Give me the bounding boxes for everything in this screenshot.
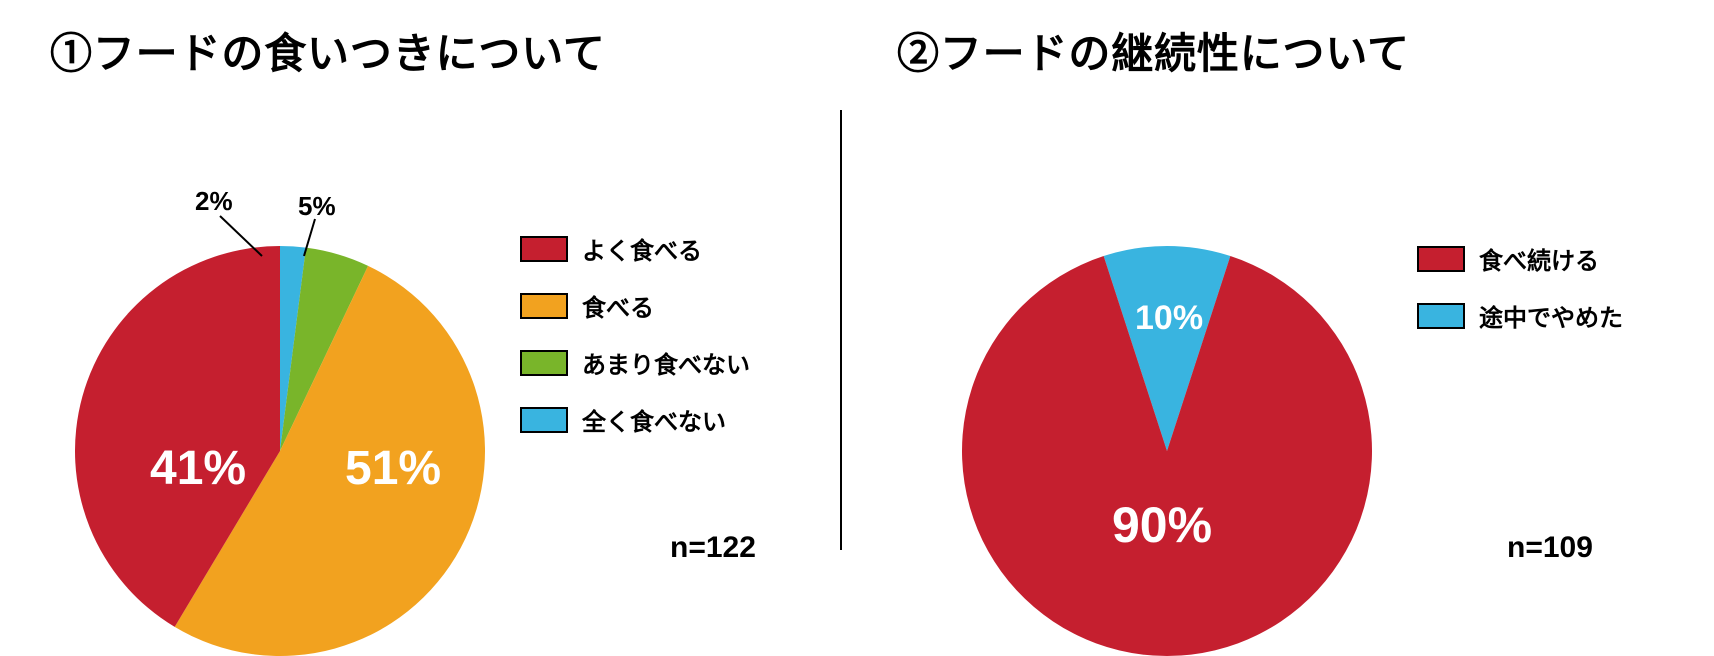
chart-1-inside-label-1: 41% bbox=[150, 441, 246, 496]
panel-divider bbox=[840, 110, 842, 550]
chart-1-legend-row-1: 食べる bbox=[520, 288, 750, 323]
chart-1-inside-label-0: 51% bbox=[345, 441, 441, 496]
panel-chart-1: ①フードの食いつきについて 51% 41% 2% 5% よく食べる食べるあまり食べない全… bbox=[0, 0, 867, 608]
chart-2-legend-row-0: 食べ続ける bbox=[1417, 241, 1623, 276]
chart-1-legend-label-2: あまり食べない bbox=[582, 345, 750, 380]
chart-1-legend-label-3: 全く食べない bbox=[582, 402, 726, 437]
chart-1-legend-row-3: 全く食べない bbox=[520, 402, 750, 437]
chart-1-callout-label-1: 5% bbox=[298, 191, 336, 222]
chart-2-title: ②フードの継続性について bbox=[897, 20, 1714, 81]
chart-1-area: 51% 41% 2% 5% よく食べる食べるあまり食べない全く食べない n=122 bbox=[50, 81, 867, 601]
chart-2-n-label: n=109 bbox=[1507, 531, 1593, 565]
chart-1-legend-row-0: よく食べる bbox=[520, 231, 750, 266]
chart-1-legend-swatch-2 bbox=[520, 350, 568, 376]
chart-2-inside-label-0: 10% bbox=[1135, 299, 1203, 338]
chart-1-legend-label-0: よく食べる bbox=[582, 231, 702, 266]
chart-2-legend-row-1: 途中でやめた bbox=[1417, 298, 1623, 333]
chart-1-legend-label-1: 食べる bbox=[582, 288, 654, 323]
chart-1-legend-swatch-1 bbox=[520, 293, 568, 319]
chart-1-n-label: n=122 bbox=[670, 531, 756, 565]
chart-1-legend-swatch-3 bbox=[520, 407, 568, 433]
chart-2-area: 10% 90% 食べ続ける途中でやめた n=109 bbox=[897, 81, 1714, 601]
chart-2-legend: 食べ続ける途中でやめた bbox=[1417, 241, 1623, 333]
chart-2-legend-label-0: 食べ続ける bbox=[1479, 241, 1599, 276]
chart-1-legend-swatch-0 bbox=[520, 236, 568, 262]
charts-container: ①フードの食いつきについて 51% 41% 2% 5% よく食べる食べるあまり食べない全… bbox=[0, 0, 1714, 608]
chart-2-inside-label-1: 90% bbox=[1112, 496, 1212, 554]
chart-1-legend: よく食べる食べるあまり食べない全く食べない bbox=[520, 231, 750, 437]
panel-chart-2: ②フードの継続性について 10% 90% 食べ続ける途中でやめた n=109 bbox=[867, 0, 1714, 608]
chart-1-callout-label-0: 2% bbox=[195, 186, 233, 217]
chart-1-legend-row-2: あまり食べない bbox=[520, 345, 750, 380]
chart-2-legend-swatch-1 bbox=[1417, 303, 1465, 329]
chart-2-legend-swatch-0 bbox=[1417, 246, 1465, 272]
chart-2-legend-label-1: 途中でやめた bbox=[1479, 298, 1623, 333]
chart-1-title: ①フードの食いつきについて bbox=[50, 20, 867, 81]
